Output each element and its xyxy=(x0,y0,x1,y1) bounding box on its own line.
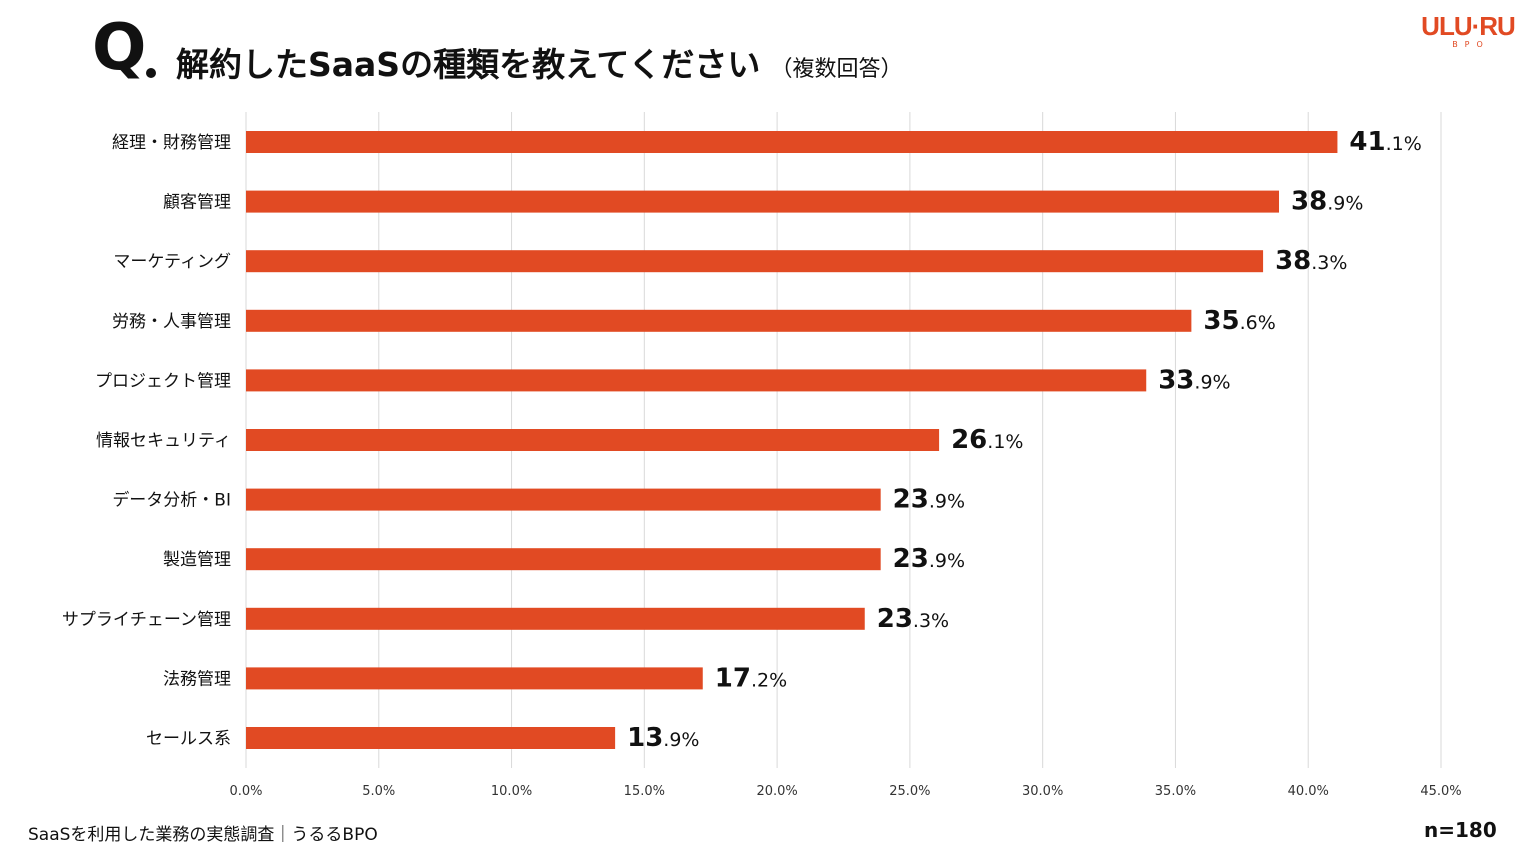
category-label-8: サプライチェーン管理 xyxy=(62,610,231,630)
value-label-int-5: 26 xyxy=(951,425,987,455)
value-label-dec-0: .1% xyxy=(1386,133,1422,155)
value-label-int-4: 33 xyxy=(1158,365,1194,395)
bar-7 xyxy=(246,548,881,570)
x-tick-label-9: 45.0% xyxy=(1420,784,1461,799)
value-label-9: 17.2% xyxy=(715,663,787,693)
value-label-2: 38.3% xyxy=(1275,246,1347,276)
value-label-dec-9: .2% xyxy=(751,669,787,691)
value-label-10: 13.9% xyxy=(627,723,699,753)
value-label-int-6: 23 xyxy=(893,485,929,515)
value-label-int-1: 38 xyxy=(1291,187,1327,217)
bar-1 xyxy=(246,191,1279,213)
x-tick-label-0: 0.0% xyxy=(229,784,262,799)
category-label-9: 法務管理 xyxy=(163,669,231,689)
value-label-int-2: 38 xyxy=(1275,246,1311,276)
bar-3 xyxy=(246,310,1191,332)
source-note: SaaSを利用した業務の実態調査｜うるるBPO xyxy=(28,820,378,845)
value-label-3: 35.6% xyxy=(1203,306,1275,336)
category-label-4: プロジェクト管理 xyxy=(95,371,231,391)
value-label-dec-8: .3% xyxy=(913,610,949,632)
x-tick-label-5: 25.0% xyxy=(889,784,930,799)
value-label-int-3: 35 xyxy=(1203,306,1239,336)
value-label-4: 33.9% xyxy=(1158,365,1230,395)
category-label-7: 製造管理 xyxy=(163,550,231,570)
x-tick-label-6: 30.0% xyxy=(1022,784,1063,799)
value-label-7: 23.9% xyxy=(893,544,965,574)
category-label-5: 情報セキュリティ xyxy=(96,431,231,451)
x-tick-label-7: 35.0% xyxy=(1155,784,1196,799)
category-label-3: 労務・人事管理 xyxy=(112,312,231,332)
value-label-dec-2: .3% xyxy=(1311,252,1347,274)
value-label-dec-10: .9% xyxy=(663,729,699,751)
value-label-0: 41.1% xyxy=(1349,127,1421,157)
value-label-dec-4: .9% xyxy=(1194,371,1230,393)
value-label-int-9: 17 xyxy=(715,663,751,693)
category-label-1: 顧客管理 xyxy=(163,193,231,213)
bar-8 xyxy=(246,608,865,630)
value-label-8: 23.3% xyxy=(877,604,949,634)
bar-4 xyxy=(246,369,1146,391)
x-tick-label-4: 20.0% xyxy=(756,784,797,799)
sample-size: n=180 xyxy=(1424,818,1497,842)
value-label-int-8: 23 xyxy=(877,604,913,634)
x-tick-label-2: 10.0% xyxy=(491,784,532,799)
bar-2 xyxy=(246,250,1263,272)
category-label-2: マーケティング xyxy=(113,252,231,272)
bar-9 xyxy=(246,667,703,689)
value-label-1: 38.9% xyxy=(1291,187,1363,217)
bar-10 xyxy=(246,727,615,749)
value-label-dec-5: .1% xyxy=(987,431,1023,453)
value-label-dec-3: .6% xyxy=(1240,312,1276,334)
bar-0 xyxy=(246,131,1337,153)
value-label-dec-7: .9% xyxy=(929,550,965,572)
value-label-5: 26.1% xyxy=(951,425,1023,455)
x-tick-label-8: 40.0% xyxy=(1288,784,1329,799)
value-label-int-0: 41 xyxy=(1349,127,1385,157)
value-label-dec-1: .9% xyxy=(1327,193,1363,215)
bar-5 xyxy=(246,429,939,451)
category-label-10: セールス系 xyxy=(146,729,231,749)
value-label-dec-6: .9% xyxy=(929,491,965,513)
value-label-int-10: 13 xyxy=(627,723,663,753)
category-label-0: 経理・財務管理 xyxy=(112,133,231,153)
x-tick-label-3: 15.0% xyxy=(624,784,665,799)
value-label-6: 23.9% xyxy=(893,485,965,515)
x-tick-label-1: 5.0% xyxy=(362,784,395,799)
category-label-6: データ分析・BI xyxy=(112,490,231,511)
value-label-int-7: 23 xyxy=(893,544,929,574)
bar-6 xyxy=(246,489,881,511)
